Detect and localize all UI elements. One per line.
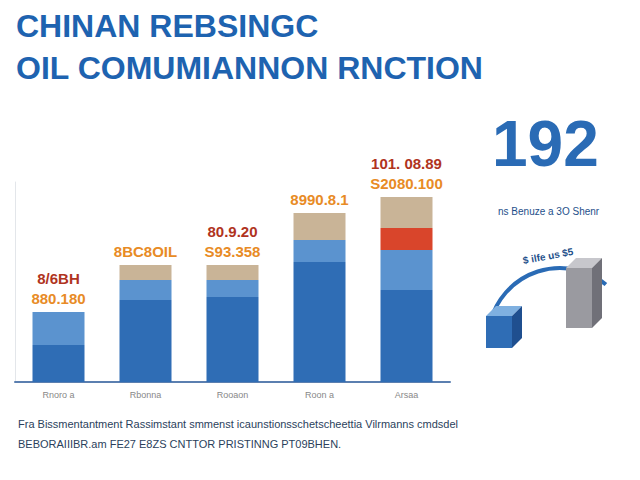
- svg-text:880.180: 880.180: [31, 290, 85, 307]
- svg-text:Fra Bissmentantment Rassimstan: Fra Bissmentantment Rassimstant smmenst …: [18, 418, 458, 430]
- svg-text:CHINAN REBSINGC: CHINAN REBSINGC: [16, 8, 318, 44]
- svg-text:192: 192: [492, 108, 599, 180]
- svg-text:80.9.20: 80.9.20: [207, 223, 257, 240]
- svg-text:8BC8OIL: 8BC8OIL: [114, 243, 177, 260]
- svg-text:S93.358: S93.358: [205, 243, 261, 260]
- svg-text:8/6BH: 8/6BH: [37, 270, 80, 287]
- svg-text:Rnoro a: Rnoro a: [42, 390, 74, 400]
- svg-text:S2080.100: S2080.100: [370, 175, 443, 192]
- svg-text:$ ilfe us $5: $ ilfe us $5: [522, 246, 575, 266]
- svg-text:BEBORAIIIBR.am FE27 E8ZS CNTTO: BEBORAIIIBR.am FE27 E8ZS CNTTOR PRISTINN…: [18, 438, 341, 450]
- svg-text:8990.8.1: 8990.8.1: [290, 191, 348, 208]
- svg-text:101. 08.89: 101. 08.89: [371, 155, 442, 172]
- svg-text:Rbonna: Rbonna: [130, 390, 162, 400]
- svg-text:ns Benuze a 3O Shenr: ns Benuze a 3O Shenr: [498, 206, 600, 217]
- svg-text:OIL COMUMIANNON RNCTION: OIL COMUMIANNON RNCTION: [16, 50, 483, 86]
- svg-text:Rooaon: Rooaon: [217, 390, 249, 400]
- svg-text:Roon a: Roon a: [305, 390, 334, 400]
- svg-text:Arsaa: Arsaa: [395, 390, 419, 400]
